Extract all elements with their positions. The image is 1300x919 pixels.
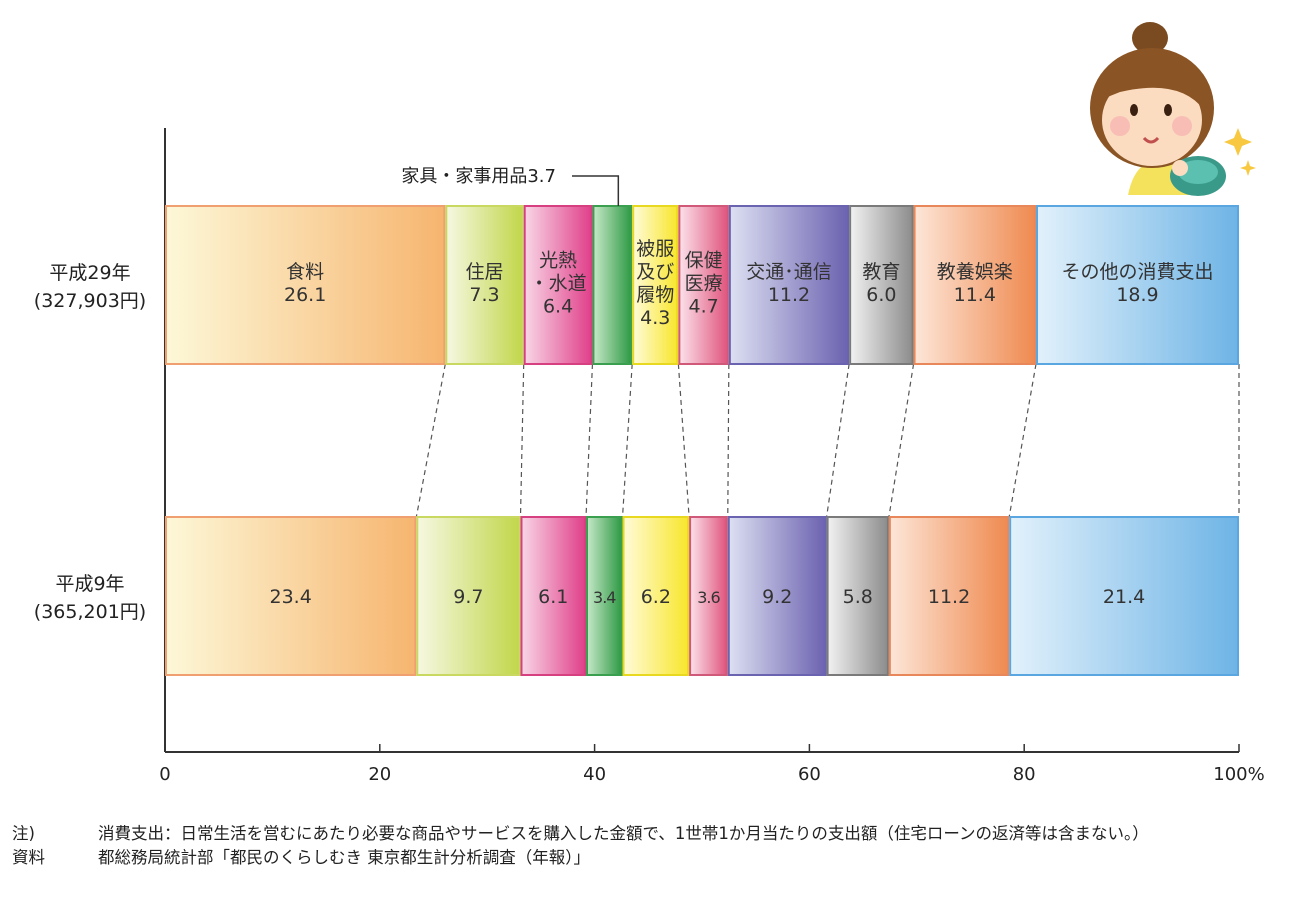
bar-segment [586, 516, 623, 676]
segment-label: 6.4 [543, 296, 573, 318]
segment-connectors [415, 363, 1240, 518]
segment-label: その他の消費支出 [1061, 261, 1213, 283]
woman-with-purse-illustration [1090, 22, 1256, 196]
connector-line [727, 363, 730, 518]
x-tick-label: 60 [798, 764, 821, 785]
segment-label: 6.1 [538, 586, 568, 608]
bar-segment [1036, 205, 1240, 365]
segment-label: 9.7 [453, 586, 483, 608]
segment-label: 23.4 [270, 586, 312, 608]
segment-label: 11.4 [954, 284, 996, 306]
segment-label: 11.2 [928, 586, 970, 608]
bar-segment [622, 516, 690, 676]
segment-label: 食料 [286, 261, 324, 283]
connector-line [415, 363, 446, 518]
callout: 家具・家事用品3.7 [401, 166, 620, 206]
connector-line [825, 363, 850, 518]
row-sublabel: (327,903円) [34, 290, 146, 312]
row-label: 平成9年 [55, 573, 124, 595]
bar-segment [913, 205, 1037, 365]
connector-line [585, 363, 594, 518]
segment-label: 11.2 [768, 284, 810, 306]
stacked-bars [165, 205, 1240, 676]
x-tick-label: 100% [1213, 764, 1264, 785]
x-tick-label: 20 [368, 764, 391, 785]
callout-leader-line [572, 175, 620, 206]
x-tick-label: 80 [1013, 764, 1036, 785]
segment-label: 6.2 [641, 586, 671, 608]
connector-line [621, 363, 633, 518]
bar-segment [592, 205, 633, 365]
segment-label: 光熱 [539, 250, 577, 272]
segment-label: 交通･通信 [746, 261, 832, 283]
bar-segment [689, 516, 728, 676]
segment-label: 6.0 [866, 284, 896, 306]
callout-label: 家具・家事用品3.7 [401, 166, 556, 187]
segment-label: 医療 [685, 273, 723, 295]
connector-line [519, 363, 525, 518]
bar-segment [1009, 516, 1239, 676]
row-labels: 平成29年 (327,903円) 平成9年 (365,201円) [34, 262, 146, 623]
source-text: 都総務局統計部「都民のくらしむき 東京都生計分析調査（年報）」 [98, 848, 590, 867]
segment-label: 9.2 [762, 586, 792, 608]
segment-label: 18.9 [1116, 284, 1158, 306]
row-label: 平成29年 [49, 262, 130, 284]
note-key: 注) [12, 824, 35, 843]
bar-segment [165, 516, 417, 676]
segment-label: 26.1 [284, 284, 326, 306]
segment-label: 5.8 [843, 586, 873, 608]
bar-segment [849, 205, 914, 365]
bar-segment [678, 205, 729, 365]
segment-label: 3.4 [593, 588, 616, 607]
segment-label: 4.3 [640, 307, 670, 329]
source-key: 資料 [12, 848, 45, 867]
segment-label: 被服 [636, 238, 674, 260]
segment-label: 保健 [685, 250, 723, 272]
connector-line [1008, 363, 1037, 518]
x-axis-ticks: 0 20 40 60 80 100% [159, 744, 1265, 785]
bar-segment [632, 205, 679, 365]
bar-segment [727, 516, 827, 676]
segment-label: 7.3 [469, 284, 499, 306]
segment-label: 住居 [466, 261, 504, 283]
segment-label: 教育 [862, 261, 900, 283]
bar-segment [445, 205, 524, 365]
connector-line [677, 363, 690, 518]
bar-segment [728, 205, 850, 365]
bar-segment [165, 205, 446, 365]
note-text: 消費支出：日常生活を営むにあたり必要な商品やサービスを購入した金額で、1世帯1か… [98, 824, 1149, 843]
segment-label: 3.6 [697, 588, 720, 607]
bar-segment [520, 516, 587, 676]
segment-label: 4.7 [689, 296, 719, 318]
footnotes: 注) 消費支出：日常生活を営むにあたり必要な商品やサービスを購入した金額で、1世… [12, 822, 1292, 870]
row-sublabel: (365,201円) [34, 601, 146, 623]
note-row: 注) 消費支出：日常生活を営むにあたり必要な商品やサービスを購入した金額で、1世… [12, 822, 1292, 846]
segment-label: 21.4 [1103, 586, 1145, 608]
segment-label: 及び [636, 261, 674, 283]
household-expenditure-chart: 0 20 40 60 80 100% 平成29年 (327,903円) 平成9年 (365,20… [34, 22, 1265, 785]
bar-segment [888, 516, 1010, 676]
segment-label: 履物 [636, 284, 674, 306]
connector-line [888, 363, 915, 518]
x-tick-label: 40 [583, 764, 606, 785]
source-row: 資料 都総務局統計部「都民のくらしむき 東京都生計分析調査（年報）」 [12, 846, 1292, 870]
x-tick-label: 0 [159, 764, 170, 785]
bar-segment [523, 205, 593, 365]
segment-label: ・水道 [530, 273, 587, 295]
bar-segment [826, 516, 889, 676]
segment-label: 教養娯楽 [937, 261, 1013, 283]
bar-segment [416, 516, 521, 676]
